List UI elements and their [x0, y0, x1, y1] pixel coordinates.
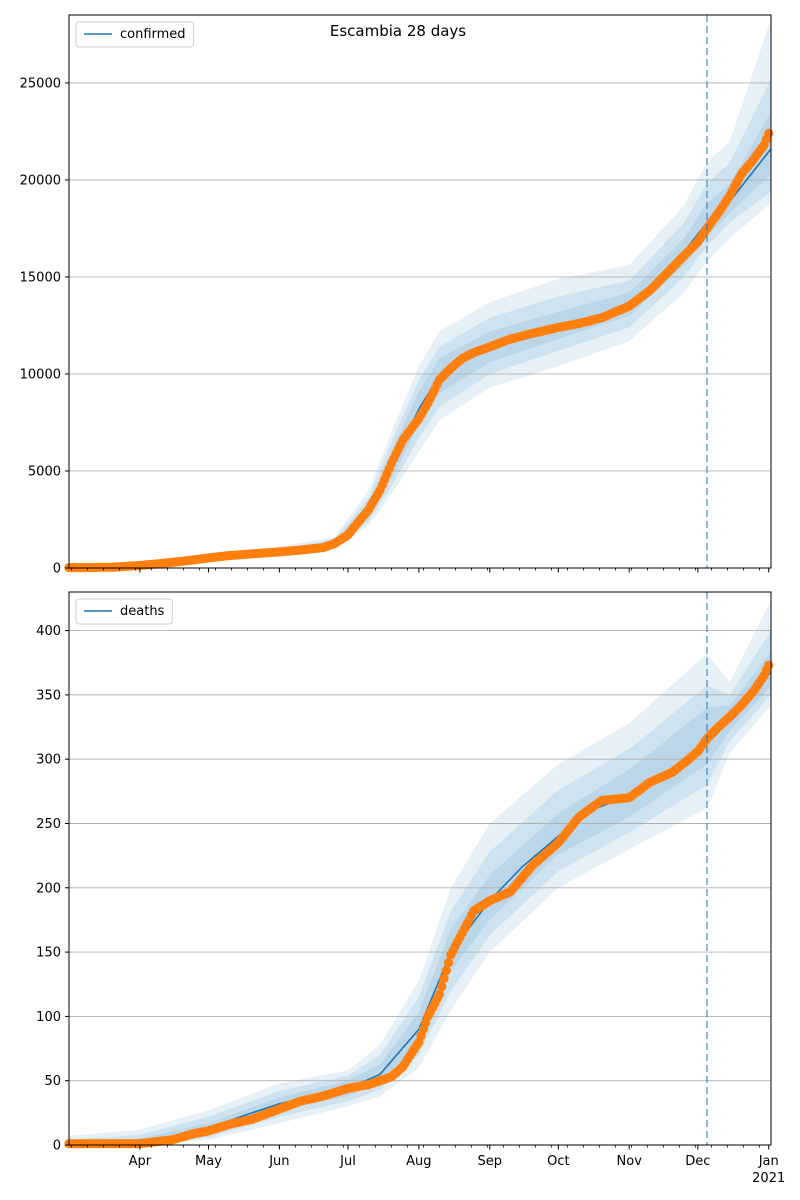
confirmed-panel: 0 5000 10000 15000 20000 25000 confirmed	[20, 14, 774, 577]
confirmed-y-ticks: 0 5000 10000 15000 20000 25000	[20, 76, 69, 577]
deaths-ytick-label: 50	[44, 1074, 61, 1089]
deaths-uncertainty-bands	[69, 601, 771, 1145]
deaths-xtick-label: Dec	[685, 1154, 710, 1169]
deaths-ytick-label: 150	[36, 946, 61, 961]
deaths-plot-frame	[68, 591, 772, 1146]
deaths-legend: deaths	[75, 598, 173, 625]
confirmed-legend-box	[75, 21, 195, 48]
figure-title: Escambia 28 days	[330, 22, 466, 40]
deaths-legend-box	[75, 598, 173, 625]
confirmed-plot-frame	[68, 14, 772, 569]
confirmed-model-series	[68, 148, 772, 569]
deaths-y-ticks: 0 50 100 150 200 250 300 350 400	[36, 624, 69, 1154]
confirmed-ytick-label: 25000	[20, 76, 61, 91]
deaths-xtick-label: Nov	[617, 1154, 643, 1169]
deaths-observed-point	[764, 660, 774, 670]
confirmed-model-line	[68, 148, 772, 569]
confirmed-band-2	[69, 112, 771, 568]
deaths-xtick-label: Oct	[547, 1154, 569, 1169]
confirmed-band-0	[69, 18, 771, 568]
deaths-xtick-label: Jun	[268, 1154, 289, 1169]
deaths-ytick-label: 250	[36, 817, 61, 832]
deaths-xtick-label: May	[195, 1154, 222, 1169]
deaths-xtick-label: Jan	[758, 1154, 779, 1169]
deaths-ytick-label: 200	[36, 881, 61, 896]
deaths-xtick-label: Aug	[406, 1154, 431, 1169]
confirmed-band-1	[69, 79, 771, 568]
confirmed-ytick-label: 10000	[20, 367, 61, 382]
confirmed-ytick-label: 20000	[20, 173, 61, 188]
confirmed-observed-point	[764, 128, 774, 138]
deaths-x-ticks: Apr May Jun Jul Aug Sep Oct Nov Dec Jan 2021	[70, 1145, 785, 1186]
confirmed-x-ticks	[70, 568, 770, 573]
deaths-observed-point	[434, 989, 444, 1000]
confirmed-observed-points	[64, 128, 774, 573]
deaths-ytick-label: 400	[36, 624, 61, 639]
deaths-ytick-label: 0	[53, 1139, 61, 1154]
deaths-legend-label: deaths	[120, 604, 165, 619]
deaths-xtick-label: Sep	[477, 1154, 502, 1169]
confirmed-legend-label: confirmed	[120, 27, 186, 42]
confirmed-axes	[68, 14, 772, 569]
confirmed-ytick-label: 15000	[20, 270, 61, 285]
deaths-xtick-label: Apr	[129, 1154, 152, 1169]
deaths-observed-points	[64, 660, 774, 1149]
confirmed-ytick-label: 0	[53, 562, 61, 577]
deaths-observed-point	[444, 958, 454, 968]
deaths-observed-point	[437, 982, 447, 992]
deaths-observed-point	[439, 974, 449, 984]
deaths-year-label: 2021	[752, 1171, 785, 1186]
confirmed-ytick-label: 5000	[28, 464, 61, 479]
deaths-ytick-label: 350	[36, 688, 61, 703]
deaths-ytick-label: 100	[36, 1010, 61, 1025]
deaths-observed-point	[441, 966, 451, 976]
deaths-panel: 0 50 100 150 200 250 300 350 400 Apr May Jun Jul Aug…	[36, 591, 785, 1186]
confirmed-uncertainty-bands	[69, 18, 771, 568]
deaths-ytick-label: 300	[36, 753, 61, 768]
confirmed-gridlines	[69, 82, 771, 472]
deaths-xtick-label: Jul	[339, 1154, 356, 1169]
deaths-gridlines	[69, 630, 771, 1082]
deaths-axes	[68, 591, 772, 1146]
deaths-band-0	[69, 601, 771, 1145]
confirmed-legend: confirmed	[75, 21, 195, 48]
